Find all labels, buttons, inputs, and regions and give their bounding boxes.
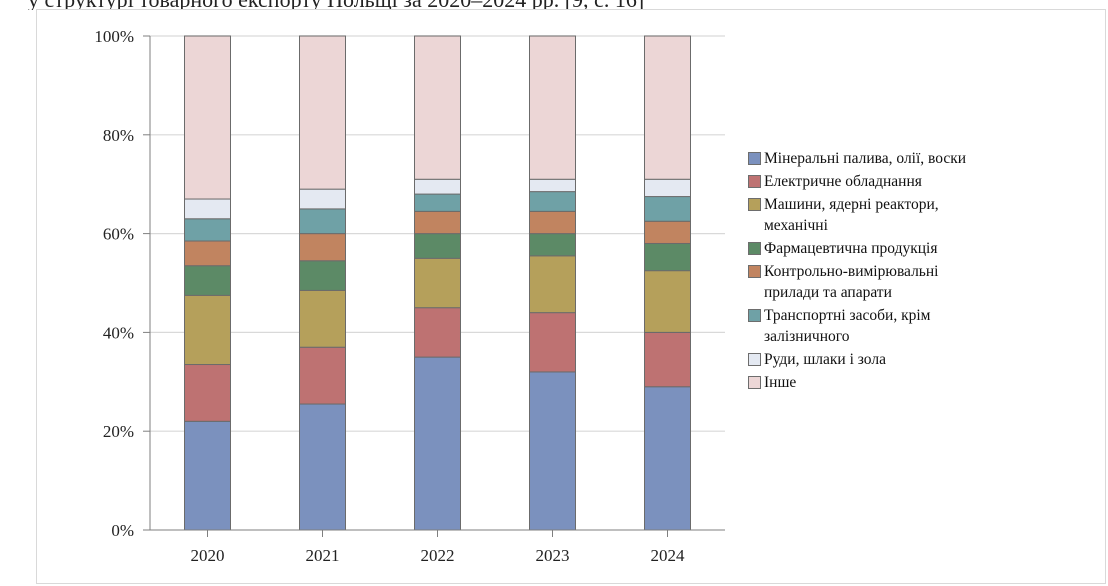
x-tick-label: 2021 (306, 546, 340, 565)
cropped-caption: у структурі товарного експорту Польщі за… (0, 0, 1108, 10)
bar-segment (299, 208, 346, 235)
y-tick-label: 40% (103, 323, 134, 342)
y-tick-label: 100% (94, 27, 134, 46)
bar-segment (414, 257, 461, 309)
bar-segment (529, 233, 576, 257)
legend-label: Електричне обладнання (764, 173, 922, 190)
chart-legend: Мінеральні палива, олії, воски Електричне… (748, 148, 1103, 395)
bar-segment (529, 255, 576, 314)
legend-swatch (748, 175, 761, 188)
y-tick-labels: 0% 20% 40% 60% 80% 100% (94, 27, 134, 540)
legend-item: Мінеральні палива, олії, воски (748, 148, 1103, 169)
legend-item: Фармацевтична продукція (748, 238, 1103, 259)
y-tick-label: 20% (103, 422, 134, 441)
x-tick-label: 2022 (421, 546, 455, 565)
bar-segment (299, 289, 346, 348)
legend-swatch (748, 265, 761, 278)
legend-swatch (748, 376, 761, 389)
bar-segment (414, 356, 461, 531)
bar-segment (529, 191, 576, 212)
bars (184, 35, 691, 531)
bar-segment (184, 35, 231, 200)
legend-item: Руди, шлаки і зола (748, 349, 1103, 370)
legend-swatch (748, 198, 761, 211)
bar-segment (414, 307, 461, 358)
legend-label: Інше (764, 374, 797, 391)
legend-label: Контрольно-вимірювальні прилади та апарат… (764, 263, 939, 301)
bar-segment (529, 312, 576, 373)
bar-segment (529, 178, 576, 193)
bar-segment (529, 371, 576, 531)
legend-label: Фармацевтична продукція (764, 240, 938, 257)
legend-swatch (748, 353, 761, 366)
bar-segment (529, 35, 576, 180)
bar-segment (644, 220, 691, 244)
y-tick-label: 60% (103, 225, 134, 244)
bar-segment (184, 265, 231, 296)
bar-segment (299, 188, 346, 210)
bar-segment (184, 294, 231, 366)
bar-segment (299, 233, 346, 262)
bar-segment (299, 346, 346, 405)
legend-item: Машини, ядерні реактори, механічні (748, 194, 1103, 236)
legend-label: Мінеральні палива, олії, воски (764, 150, 967, 167)
x-tick-labels: 2020 2021 2022 2023 2024 (191, 546, 686, 565)
y-tick-label: 0% (111, 521, 134, 540)
axes (143, 35, 725, 537)
legend-swatch (748, 152, 761, 165)
bar-segment (644, 35, 691, 180)
bar-segment (414, 35, 461, 180)
x-tick-label: 2023 (536, 546, 570, 565)
bar-segment (184, 364, 231, 422)
legend-label: Транспортні засоби, крім залізничного (764, 307, 931, 345)
legend-item: Електричне обладнання (748, 171, 1103, 192)
bar-segment (414, 233, 461, 259)
legend-item: Транспортні засоби, крім залізничного (748, 305, 1103, 347)
legend-item: Інше (748, 372, 1103, 393)
x-tick-label: 2024 (651, 546, 686, 565)
x-tick-label: 2020 (191, 546, 225, 565)
bar-segment (644, 270, 691, 333)
bar-segment (184, 420, 231, 531)
bar-segment (414, 178, 461, 195)
bar-segment (184, 218, 231, 242)
legend-label: Машини, ядерні реактори, механічні (764, 196, 939, 234)
legend-swatch (748, 309, 761, 322)
bar-segment (299, 403, 346, 531)
bar-segment (414, 210, 461, 235)
bar-segment (529, 210, 576, 235)
bar-segment (299, 260, 346, 291)
legend-swatch (748, 242, 761, 255)
caption-text: у структурі товарного експорту Польщі за… (28, 0, 644, 10)
bar-segment (644, 196, 691, 222)
bar-segment (414, 193, 461, 212)
bar-segment (644, 386, 691, 531)
bar-segment (299, 35, 346, 190)
bar-segment (184, 198, 231, 220)
bar-segment (644, 331, 691, 388)
bar-segment (644, 178, 691, 198)
bar-segment (644, 242, 691, 272)
bar-segment (184, 240, 231, 267)
legend-item: Контрольно-вимірювальні прилади та апарат… (748, 261, 1103, 303)
y-tick-label: 80% (103, 126, 134, 145)
legend-label: Руди, шлаки і зола (764, 351, 886, 368)
